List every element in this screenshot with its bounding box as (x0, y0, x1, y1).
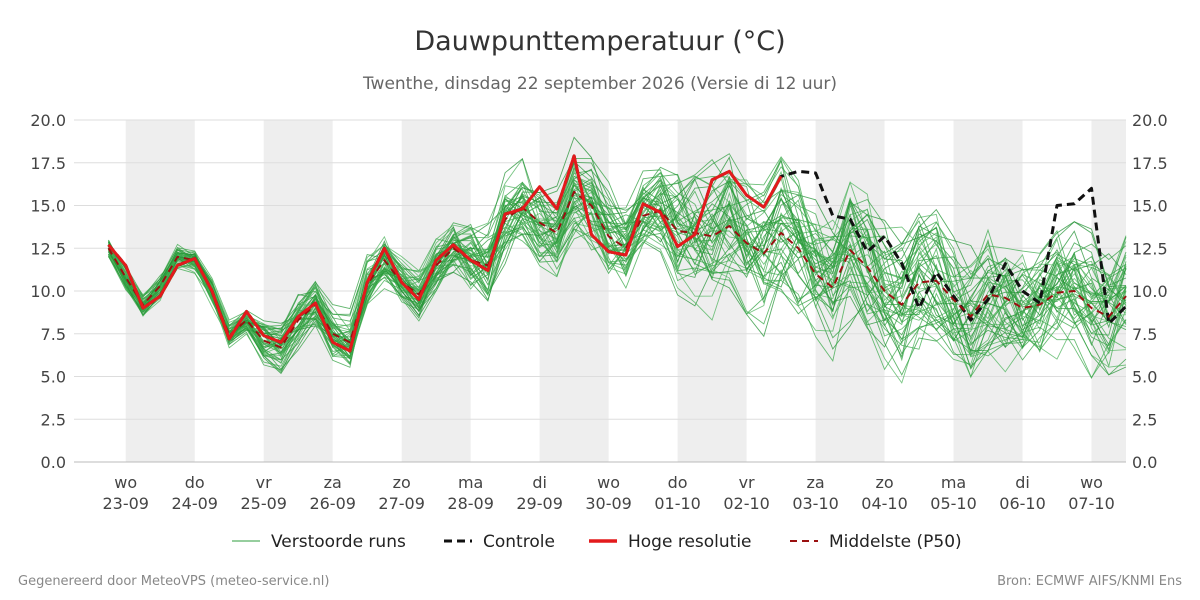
x-tick-weekday: zo (393, 473, 411, 492)
ensemble-member (108, 166, 1127, 379)
x-tick-weekday: do (668, 473, 688, 492)
ensemble-members (108, 136, 1127, 384)
y-tick-right: 10.0 (1132, 282, 1168, 301)
ensemble-member (108, 178, 1127, 353)
y-tick-left: 2.5 (41, 410, 66, 429)
legend-item-middelste-p50: Middelste (P50) (790, 532, 962, 552)
y-tick-right: 15.0 (1132, 197, 1168, 216)
y-tick-left: 10.0 (30, 282, 66, 301)
x-tick-date: 04-10 (861, 494, 908, 513)
x-tick-date: 06-10 (999, 494, 1046, 513)
y-tick-right: 17.5 (1132, 154, 1168, 173)
x-tick-date: 28-09 (447, 494, 494, 513)
main-series (107, 154, 1128, 353)
x-tick-date: 07-10 (1068, 494, 1115, 513)
y-tick-left: 20.0 (30, 111, 66, 130)
x-tick-weekday: ma (941, 473, 966, 492)
series-hoge-resolutie (107, 154, 783, 353)
x-tick-weekday: za (324, 473, 342, 492)
legend-label-middelste-p50: Middelste (P50) (829, 532, 962, 552)
ensemble-member (108, 153, 1127, 367)
ensemble-member (108, 190, 1127, 362)
x-axis: wo 23-09 do 24-09 vr 25-09 za 26-09 zo 27-09 ma 28-… (102, 473, 1114, 513)
y-tick-right: 7.5 (1132, 325, 1157, 344)
legend-label-hoge-resolutie: Hoge resolutie (628, 532, 752, 552)
chart-title: Dauwpunttemperatuur (°C) (414, 26, 785, 57)
ensemble-member (108, 181, 1127, 374)
x-tick-date: 29-09 (516, 494, 563, 513)
y-tick-right: 2.5 (1132, 410, 1157, 429)
x-tick-date: 01-10 (654, 494, 701, 513)
ensemble-member (108, 158, 1127, 366)
x-tick-date: 27-09 (378, 494, 425, 513)
legend-item-hoge-resolutie: Hoge resolutie (589, 532, 752, 552)
x-tick-weekday: wo (597, 473, 620, 492)
x-tick-date: 25-09 (240, 494, 287, 513)
x-tick-date: 26-09 (309, 494, 356, 513)
x-tick-date: 02-10 (723, 494, 770, 513)
x-tick-weekday: di (532, 473, 547, 492)
y-tick-left: 12.5 (30, 239, 66, 258)
x-tick-date: 23-09 (102, 494, 149, 513)
ensemble-member (108, 161, 1127, 359)
legend-label-verstoorde-runs: Verstoorde runs (271, 532, 406, 552)
y-axis-left: 0.0 2.5 5.0 7.5 10.0 12.5 15.0 17.5 20.0 (30, 111, 66, 472)
x-tick-weekday: za (806, 473, 824, 492)
y-tick-left: 15.0 (30, 197, 66, 216)
x-tick-weekday: vr (739, 473, 755, 492)
x-tick-date: 05-10 (930, 494, 977, 513)
x-tick-weekday: wo (114, 473, 137, 492)
x-tick-weekday: zo (875, 473, 893, 492)
legend-item-controle: Controle (444, 532, 555, 552)
x-tick-date: 24-09 (171, 494, 218, 513)
y-axis-right: 0.0 2.5 5.0 7.5 10.0 12.5 15.0 17.5 20.0 (1132, 111, 1168, 472)
y-tick-left: 0.0 (41, 453, 66, 472)
y-tick-right: 5.0 (1132, 368, 1157, 387)
x-tick-date: 03-10 (792, 494, 839, 513)
x-tick-date: 30-09 (585, 494, 632, 513)
y-tick-right: 12.5 (1132, 239, 1168, 258)
chart-subtitle: Twenthe, dinsdag 22 september 2026 (Vers… (362, 74, 837, 94)
y-tick-right: 20.0 (1132, 111, 1168, 130)
y-tick-left: 17.5 (30, 154, 66, 173)
ensemble-member (108, 162, 1127, 357)
ensemble-member (108, 158, 1127, 375)
y-tick-right: 0.0 (1132, 453, 1157, 472)
x-tick-weekday: vr (256, 473, 272, 492)
legend: Verstoorde runs Controle Hoge resolutie … (232, 532, 962, 552)
y-tick-left: 5.0 (41, 368, 66, 387)
legend-item-verstoorde-runs: Verstoorde runs (232, 532, 406, 552)
footer-generated-by: Gegenereerd door MeteoVPS (meteo-service… (18, 574, 329, 589)
series-middelste-p50- (107, 190, 1127, 349)
x-tick-weekday: ma (458, 473, 483, 492)
legend-label-controle: Controle (483, 532, 555, 552)
x-tick-weekday: di (1015, 473, 1030, 492)
x-tick-weekday: wo (1080, 473, 1103, 492)
x-tick-weekday: do (185, 473, 205, 492)
footer-source: Bron: ECMWF AIFS/KNMI Ens (997, 574, 1182, 589)
y-tick-left: 7.5 (41, 325, 66, 344)
ensemble-member (108, 183, 1127, 378)
